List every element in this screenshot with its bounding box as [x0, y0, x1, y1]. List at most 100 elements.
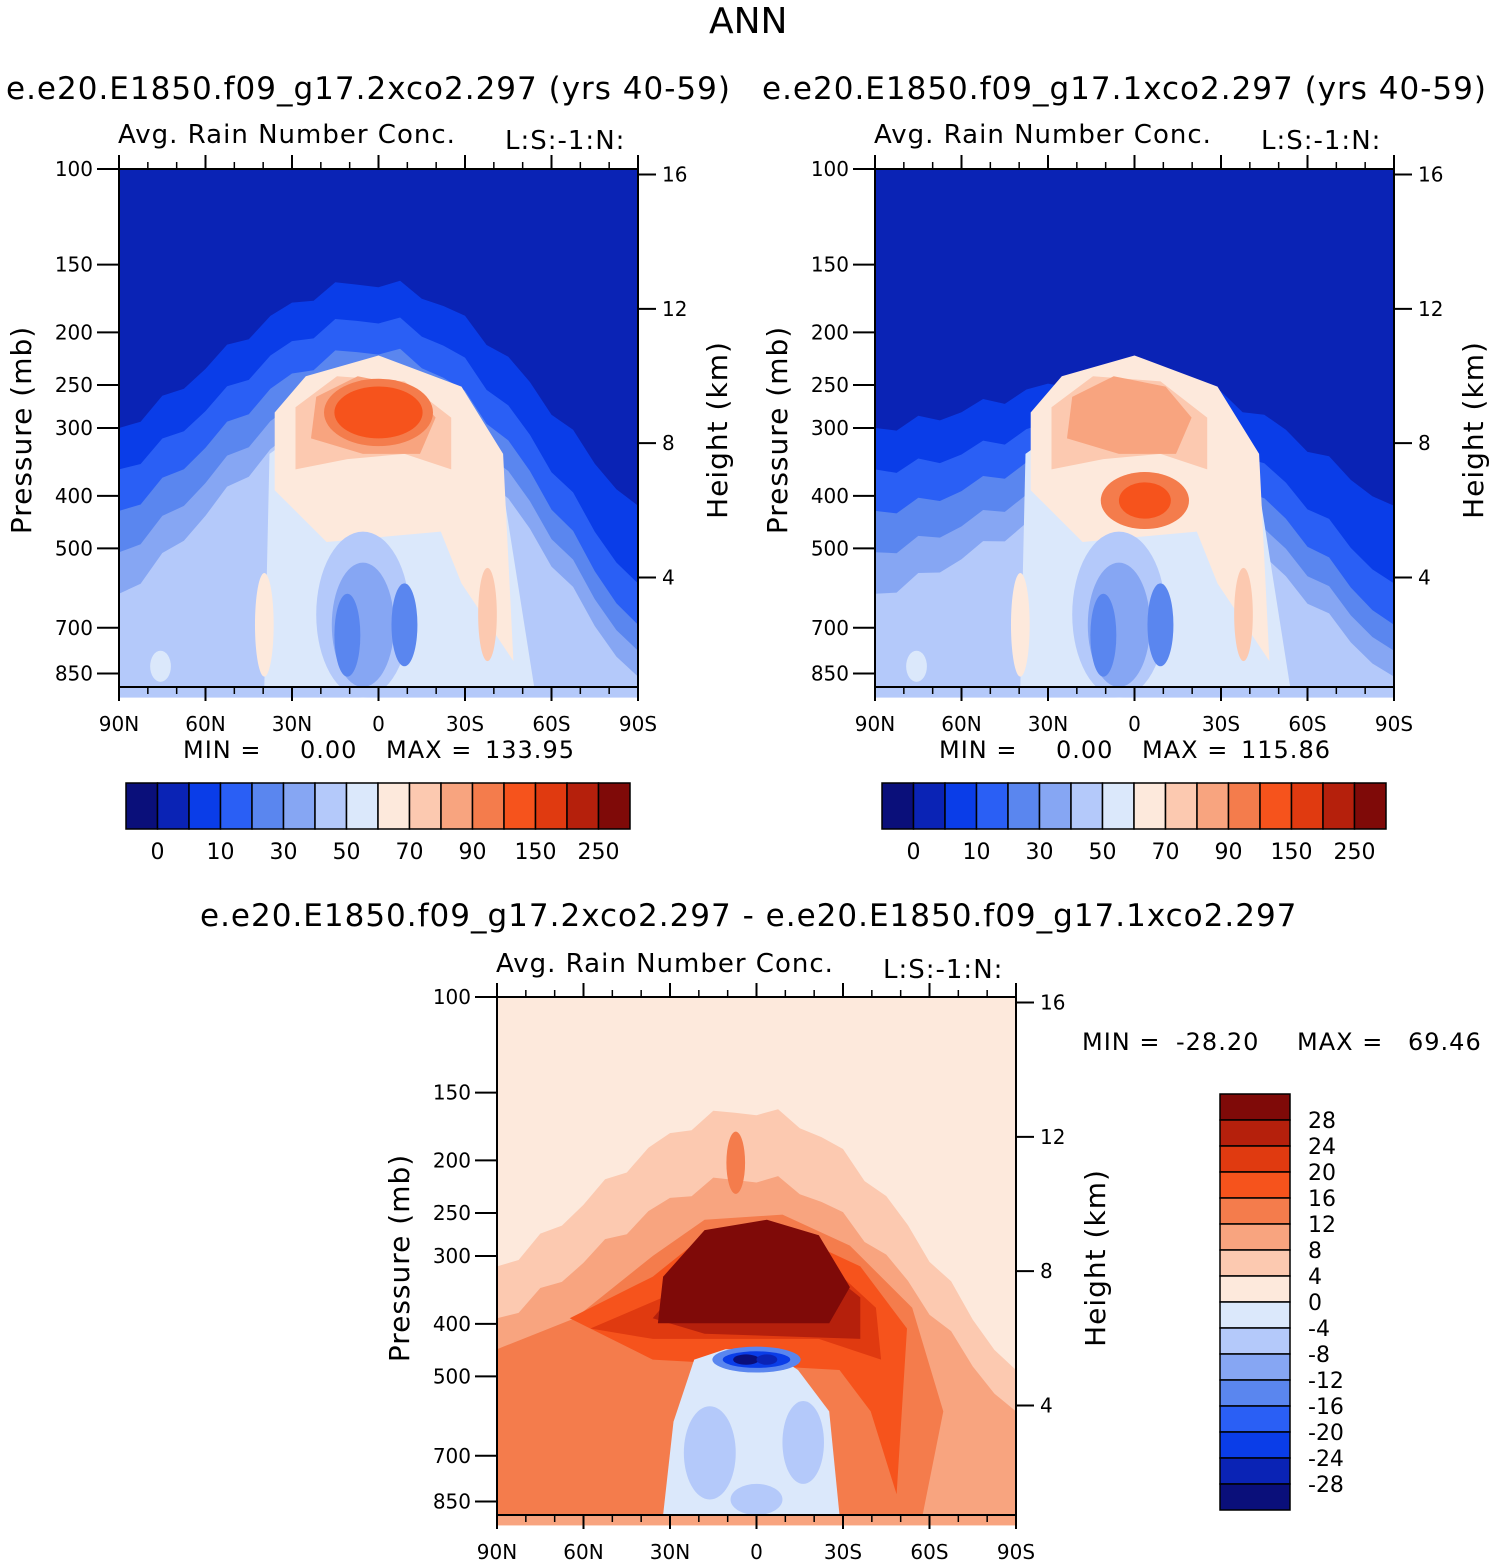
figure-title: ANN	[709, 1, 788, 42]
panel3-xtick-label-3: 0	[750, 1540, 763, 1564]
panel1-colorbar-box-0	[125, 782, 159, 830]
panel2-colorbar-box-6	[1070, 782, 1104, 830]
panel1-low-blue-4	[391, 583, 418, 667]
panel2-ptick-label-700: 700	[811, 616, 849, 640]
panel2-warm-cap-3	[1067, 376, 1192, 454]
panel2-colorbar-box-0	[881, 782, 915, 830]
panel2-colorbar-box-5	[1038, 782, 1072, 830]
panel3-neg-min-2	[756, 1354, 778, 1365]
panel1-ptick-label-500: 500	[55, 536, 93, 560]
panel3-colorbar-box-14	[1219, 1457, 1291, 1485]
panel3-ptick-label-500: 500	[433, 1364, 471, 1388]
panel3-colorbar-label-2: 20	[1308, 1161, 1336, 1186]
panel1-colorbar-label-2: 30	[270, 840, 298, 865]
panel2-colorbar-label-2: 30	[1026, 840, 1054, 865]
panel1-colorbar-label-0: 0	[151, 840, 165, 865]
panel2-colorbar-box-10	[1196, 782, 1230, 830]
panel1-colorbar-box-2	[188, 782, 222, 830]
panel3-corner-label: L:S:-1:N:	[883, 955, 1004, 985]
panel3-ptick-label-200: 200	[433, 1148, 471, 1172]
panel2-xtick-label-6: 90S	[1375, 712, 1413, 736]
panel1-ptick-label-150: 150	[55, 253, 93, 277]
panel2-colorbar-label-1: 10	[963, 840, 991, 865]
panel3-colorbar-label-12: -20	[1308, 1421, 1344, 1446]
panel3-ptick-label-250: 250	[433, 1201, 471, 1225]
panel2-side-warm-2	[1234, 567, 1253, 662]
panel1-ptick-label-300: 300	[55, 416, 93, 440]
panel2-colorbar-label-4: 70	[1152, 840, 1180, 865]
panel3-upper-spot	[726, 1131, 746, 1194]
panel2-ptick-label-150: 150	[811, 253, 849, 277]
panel3-colorbar-label-9: -8	[1308, 1343, 1330, 1368]
panel1-colorbar-label-1: 10	[207, 840, 235, 865]
panel1-xtick-label-4: 30S	[446, 712, 484, 736]
panel2-colorbar-label-7: 250	[1334, 840, 1376, 865]
panel2-xtick-label-1: 60N	[941, 712, 981, 736]
panel3-min-value: -28.20	[1176, 1028, 1260, 1056]
panel2-max-value: 115.86	[1241, 736, 1331, 764]
panel1-colorbar-box-15	[597, 782, 631, 830]
panel3-ptick-label-150: 150	[433, 1081, 471, 1105]
panel2-colorbar-box-2	[944, 782, 978, 830]
panel3-ptick-label-700: 700	[433, 1444, 471, 1468]
panel3-htick-label-4: 4	[1040, 1394, 1053, 1418]
panel2-corner-label: L:S:-1:N:	[1261, 126, 1382, 156]
panel3-htick-label-8: 8	[1040, 1259, 1053, 1283]
panel2-lowleft-speck	[906, 650, 927, 682]
panel3-colorbar-label-13: -24	[1308, 1447, 1344, 1472]
panel1-colorbar-box-7	[345, 782, 379, 830]
panel3-colorbar-box-15	[1219, 1483, 1291, 1511]
panel1-colorbar-box-5	[282, 782, 316, 830]
panel1-corner-label: L:S:-1:N:	[505, 126, 626, 156]
panel2-ptick-label-300: 300	[811, 416, 849, 440]
panel2-low-blue-3	[1090, 593, 1117, 677]
panel3-colorbar-label-6: 4	[1308, 1265, 1322, 1290]
panel3-htick-label-16: 16	[1040, 991, 1065, 1015]
panel2-colorbar-box-9	[1164, 782, 1198, 830]
panel1-colorbar-box-11	[471, 782, 505, 830]
panel1-colorbar-label-4: 70	[396, 840, 424, 865]
panel2-colorbar-label-5: 90	[1215, 840, 1243, 865]
panel2-colorbar-box-8	[1133, 782, 1167, 830]
panel3-colorbar-box-0	[1219, 1093, 1291, 1121]
panel2-colorbar-label-6: 150	[1271, 840, 1313, 865]
panel3-xtick-label-5: 60S	[910, 1540, 948, 1564]
panel1-ptick-label-100: 100	[55, 157, 93, 181]
panel1-xtick-label-6: 90S	[619, 712, 657, 736]
panel1-colorbar-box-12	[503, 782, 537, 830]
panel1-lowleft-speck	[150, 650, 171, 682]
panel3-colorbar-box-3	[1219, 1171, 1291, 1199]
panel3-min-label: MIN =	[1082, 1028, 1161, 1056]
panel3-max-value: 69.46	[1408, 1028, 1482, 1056]
panel2-ptick-label-400: 400	[811, 484, 849, 508]
panel2-plot-title: Avg. Rain Number Conc.	[874, 120, 1212, 150]
panel3-case-title: e.e20.E1850.f09_g17.2xco2.297 - e.e20.E1…	[200, 898, 1298, 934]
panel1-htick-label-12: 12	[662, 297, 687, 321]
panel2-xtick-label-2: 30N	[1028, 712, 1068, 736]
panel2-colorbar-box-3	[975, 782, 1009, 830]
panel3-colorbar-label-3: 16	[1308, 1187, 1336, 1212]
panel1-colorbar-box-13	[534, 782, 568, 830]
panel3-colorbar-label-14: -28	[1308, 1473, 1344, 1498]
panel3-xtick-label-0: 90N	[477, 1540, 517, 1564]
panel1-xtick-label-1: 60N	[185, 712, 225, 736]
panel1-ptick-label-250: 250	[55, 373, 93, 397]
panel3-xtick-label-6: 90S	[997, 1540, 1035, 1564]
panel3-colorbar-box-10	[1219, 1353, 1291, 1381]
panel1-colorbar-label-7: 250	[578, 840, 620, 865]
panel3-colorbar-box-12	[1219, 1405, 1291, 1433]
panel1-peak	[334, 386, 423, 439]
panel3-ptick-label-300: 300	[433, 1244, 471, 1268]
panel1-case-title: e.e20.E1850.f09_g17.2xco2.297 (yrs 40-59…	[6, 71, 731, 107]
panel2-htick-label-8: 8	[1418, 431, 1431, 455]
panel1-xtick-label-2: 30N	[272, 712, 312, 736]
panel3-colorbar-box-1	[1219, 1119, 1291, 1147]
panel3-ptick-label-100: 100	[433, 985, 471, 1009]
panel1-xtick-label-5: 60S	[532, 712, 570, 736]
panel1-colorbar-box-3	[219, 782, 253, 830]
panel1-min-value: 0.00	[300, 736, 358, 764]
panel3-neg-bottom	[730, 1483, 783, 1515]
panel1-ptick-label-400: 400	[55, 484, 93, 508]
panel3-colorbar-label-11: -16	[1308, 1395, 1344, 1420]
panel3-colorbar-label-5: 8	[1308, 1239, 1322, 1264]
